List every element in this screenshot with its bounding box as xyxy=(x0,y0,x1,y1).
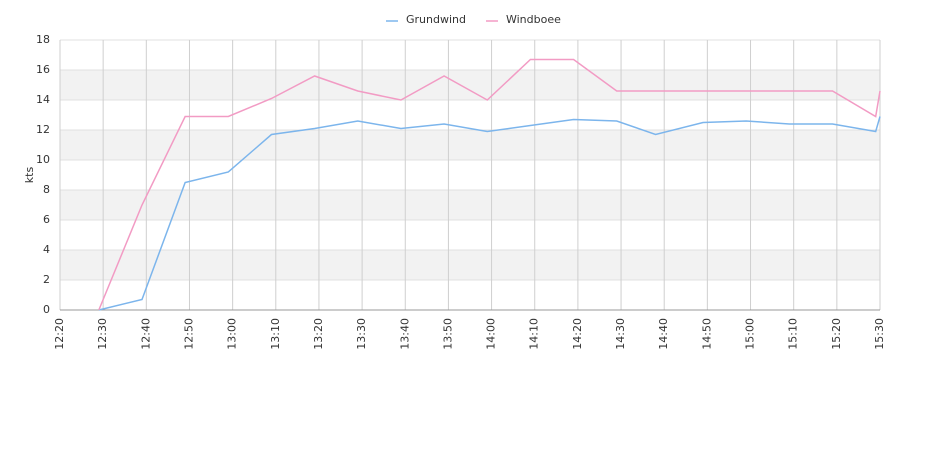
x-tick-label: 14:00 xyxy=(485,318,498,350)
x-tick-label: 13:40 xyxy=(398,318,411,350)
legend-label: Windboee xyxy=(506,13,561,26)
y-tick-label: 8 xyxy=(43,183,50,196)
legend-label: Grundwind xyxy=(406,13,466,26)
x-tick-label: 14:50 xyxy=(700,318,713,350)
line-series xyxy=(98,58,881,311)
y-tick-label: 14 xyxy=(36,93,50,106)
x-tick-label: 14:30 xyxy=(614,318,627,350)
x-tick-label: 15:20 xyxy=(830,318,843,350)
plot-band xyxy=(60,190,880,220)
x-tick-label: 13:50 xyxy=(441,318,454,350)
y-tick-label: 4 xyxy=(43,243,50,256)
y-tick-label: 2 xyxy=(43,273,50,286)
x-tick-label: 12:40 xyxy=(139,318,152,350)
plot-band xyxy=(60,130,880,160)
x-tick-label: 15:10 xyxy=(787,318,800,350)
line-series xyxy=(98,116,881,311)
x-tick-label: 15:30 xyxy=(873,318,886,350)
y-axis-label: kts xyxy=(23,167,36,184)
plot-band xyxy=(60,70,880,100)
x-tick-label: 15:00 xyxy=(744,318,757,350)
plot-band xyxy=(60,250,880,280)
y-tick-label: 12 xyxy=(36,123,50,136)
x-tick-label: 14:40 xyxy=(657,318,670,350)
x-tick-label: 12:20 xyxy=(53,318,66,350)
x-tick-label: 13:20 xyxy=(312,318,325,350)
x-tick-label: 12:30 xyxy=(96,318,109,350)
y-tick-label: 6 xyxy=(43,213,50,226)
x-tick-label: 12:50 xyxy=(182,318,195,350)
y-tick-label: 10 xyxy=(36,153,50,166)
y-tick-label: 16 xyxy=(36,63,50,76)
y-tick-label: 0 xyxy=(43,303,50,316)
y-tick-label: 18 xyxy=(36,33,50,46)
x-tick-label: 13:10 xyxy=(269,318,282,350)
x-tick-label: 14:20 xyxy=(571,318,584,350)
x-tick-label: 13:30 xyxy=(355,318,368,350)
x-tick-label: 14:10 xyxy=(528,318,541,350)
x-tick-label: 13:00 xyxy=(226,318,239,350)
